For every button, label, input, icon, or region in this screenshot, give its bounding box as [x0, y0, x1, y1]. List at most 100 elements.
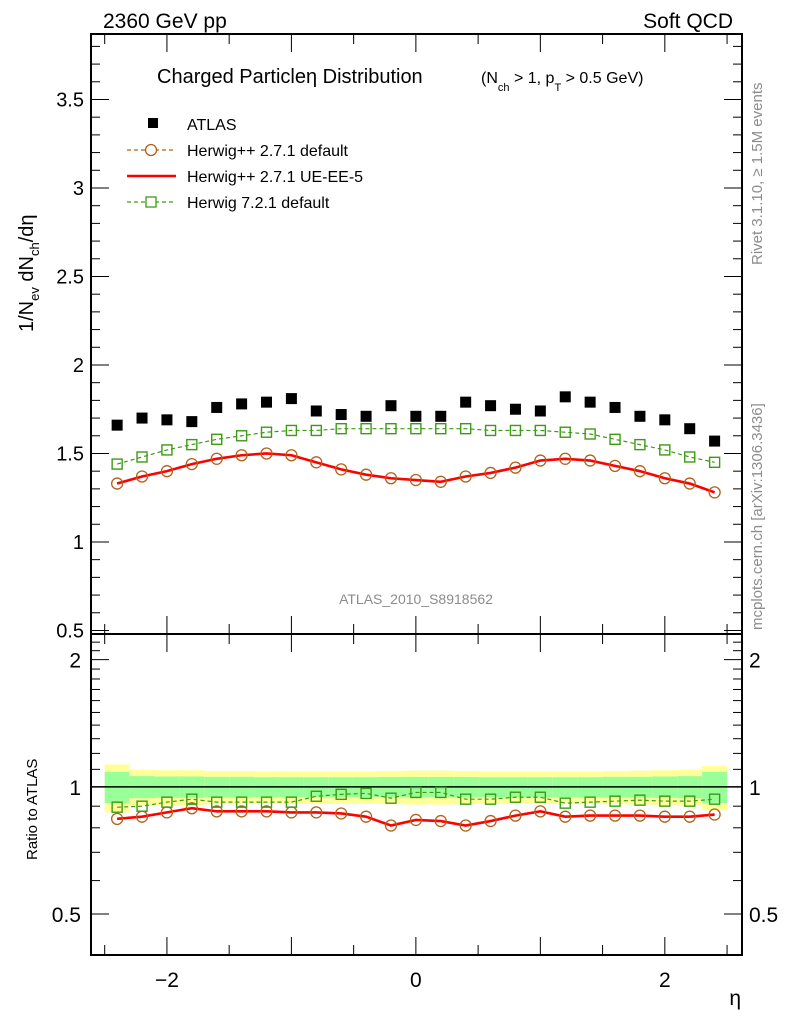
legend-entry-herwig-ueee5: Herwig++ 2.7.1 UE-EE-5	[127, 169, 363, 186]
legend-marker-square-open	[145, 196, 157, 208]
data-point-atlas	[285, 393, 297, 405]
data-point-herwig7	[459, 422, 472, 435]
data-point-herwig7	[111, 801, 123, 813]
data-point-herwig7	[136, 451, 148, 463]
data-point-herwig7	[385, 792, 397, 804]
data-point-herwig7	[459, 793, 472, 805]
data-point-atlas	[609, 401, 621, 413]
legend-label: Herwig++ 2.7.1 UE-EE-5	[187, 169, 363, 186]
data-point-herwig7	[708, 456, 721, 469]
data-point-herwig-default	[135, 470, 149, 483]
data-point-herwig-default	[608, 459, 622, 473]
data-point-atlas	[584, 396, 596, 408]
data-point-herwig7	[708, 793, 721, 805]
data-point-herwig7	[285, 424, 298, 437]
main-title-cuts: (Nch > 1, pT > 0.5 GeV)	[481, 70, 643, 94]
data-point-atlas	[335, 409, 347, 421]
ratio-y-tick-label-right: 1	[749, 777, 761, 800]
data-point-herwig7	[659, 444, 671, 456]
data-point-herwig-default	[359, 468, 373, 481]
ratio-y-axis-label: Ratio to ATLAS	[24, 759, 41, 860]
data-point-herwig7	[360, 422, 372, 435]
data-point-herwig7	[484, 793, 497, 805]
plot-frames	[90, 33, 743, 956]
y-tick-label: 0.5	[56, 620, 84, 642]
data-point-herwig-default	[359, 810, 373, 823]
x-tick-label: −2	[155, 969, 179, 992]
data-point-herwig-default	[310, 806, 323, 819]
data-point-atlas	[111, 419, 123, 431]
ratio-panel-series	[110, 786, 721, 832]
data-point-herwig7	[684, 451, 696, 463]
legend-marker-square-filled	[148, 118, 158, 128]
data-point-herwig-default	[185, 457, 198, 471]
data-point-herwig7	[186, 793, 198, 805]
ratio-y-tick-label: 2	[69, 650, 81, 673]
header-category-label: Soft QCD	[643, 10, 733, 33]
data-point-herwig-default	[484, 814, 497, 828]
data-point-herwig-default	[658, 472, 671, 485]
data-point-herwig7	[260, 426, 273, 438]
data-point-herwig-default	[210, 805, 223, 818]
data-point-atlas	[534, 405, 546, 417]
data-point-herwig7	[310, 790, 322, 802]
data-point-herwig-default	[335, 463, 348, 476]
legend-label: ATLAS	[187, 117, 237, 134]
data-point-herwig7	[509, 424, 522, 437]
data-point-herwig-default	[434, 814, 447, 828]
data-point-atlas	[261, 396, 273, 408]
data-point-herwig-default	[384, 472, 398, 485]
data-point-herwig-default	[658, 810, 671, 823]
data-point-herwig-default	[583, 809, 597, 822]
data-point-herwig-default	[384, 819, 398, 832]
data-point-atlas	[236, 398, 248, 410]
data-point-herwig7	[609, 433, 621, 446]
series-line-herwig-default	[117, 452, 715, 493]
data-point-atlas	[684, 423, 696, 435]
data-point-herwig-default	[509, 461, 522, 474]
main-y-axis-label: 1/Nev dNch/dη	[16, 214, 42, 332]
data-point-herwig7	[161, 796, 173, 808]
data-point-herwig-default	[310, 456, 323, 469]
data-point-herwig7	[335, 422, 347, 435]
ratio-uncertainty-bands	[91, 764, 742, 813]
data-point-herwig7	[584, 428, 596, 440]
data-point-herwig7	[111, 458, 123, 470]
data-point-herwig-default	[683, 477, 696, 490]
data-point-atlas	[360, 410, 372, 422]
data-point-herwig-default	[534, 454, 547, 467]
data-point-herwig7	[684, 795, 696, 807]
legend-marker-circle-open	[144, 143, 158, 157]
data-point-herwig7	[534, 424, 547, 437]
data-point-herwig-default	[210, 452, 223, 465]
data-point-herwig7	[609, 795, 621, 807]
x-tick-label: 2	[659, 969, 671, 992]
legend-entry-herwig7: Herwig 7.2.1 default	[127, 195, 330, 212]
data-point-herwig7	[534, 791, 547, 803]
main-title: Charged Particleη Distribution (Nch > 1,…	[157, 66, 643, 94]
main-panel-series	[110, 391, 721, 499]
data-point-atlas	[310, 405, 322, 417]
data-point-herwig7	[410, 786, 422, 799]
ratio-plot-frame	[90, 633, 743, 956]
series-line-herwig7	[116, 428, 715, 465]
y-tick-label: 2	[73, 355, 84, 377]
data-point-atlas	[485, 400, 497, 412]
axis-ticks: −2 0 2 0.5 1 1.5 2 2.5 3 3.5 0.5 0.5 1 1 2 2	[52, 34, 778, 992]
data-point-herwig7	[161, 444, 173, 456]
analysis-watermark: ATLAS_2010_S8918562	[339, 591, 493, 607]
data-point-herwig-default	[633, 465, 647, 478]
data-point-herwig-default	[559, 452, 572, 465]
data-point-herwig-default	[459, 819, 472, 832]
data-point-atlas	[659, 414, 671, 426]
legend-entry-atlas: ATLAS	[148, 117, 237, 134]
data-point-herwig-default	[260, 447, 273, 460]
data-point-herwig7	[335, 788, 347, 801]
data-point-herwig7	[484, 424, 497, 437]
rivet-version-label: Rivet 3.1.10, ≥ 1.5M events	[749, 83, 766, 266]
ratio-y-tick-label-right: 2	[749, 650, 761, 673]
data-point-herwig7	[634, 438, 646, 451]
data-point-atlas	[559, 391, 571, 403]
data-point-herwig-default	[484, 466, 497, 480]
